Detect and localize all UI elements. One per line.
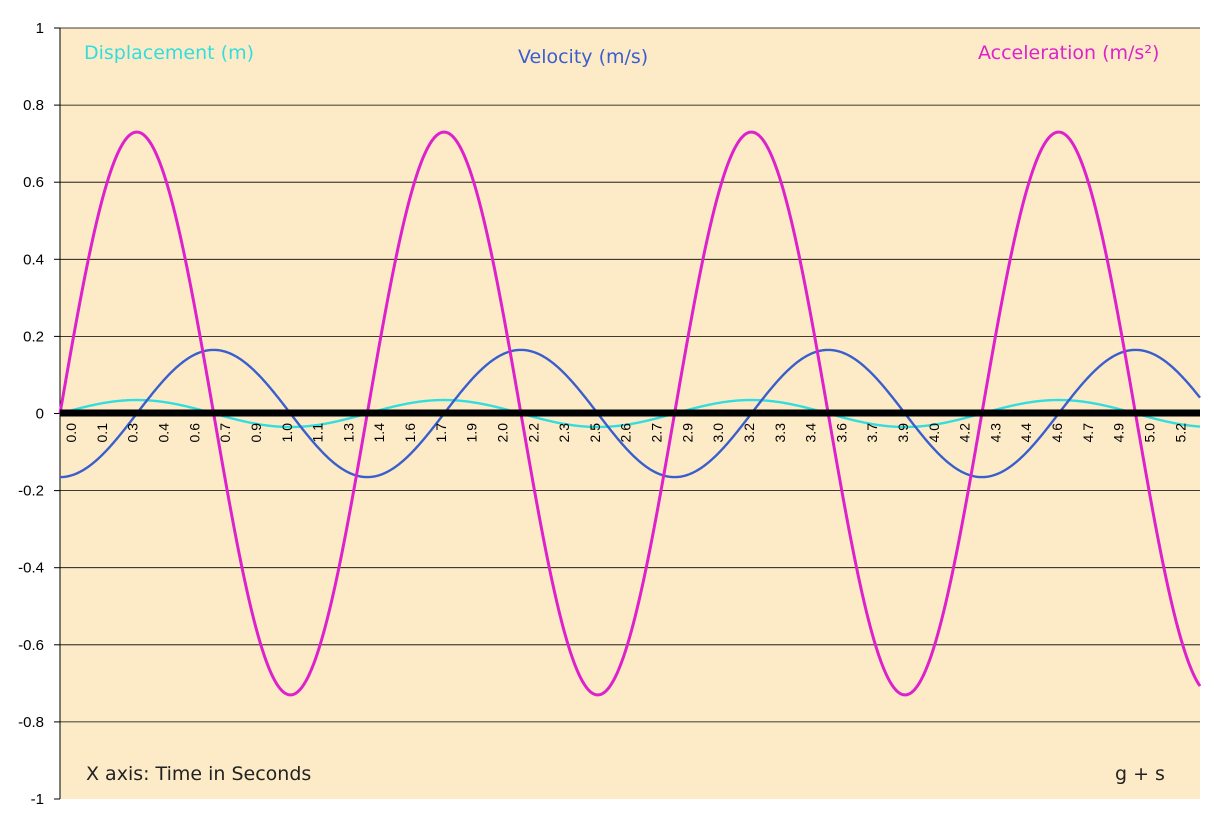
- y-tick-label: 1: [36, 20, 44, 37]
- x-tick-label: 3.0: [710, 423, 726, 443]
- x-tick-label: 1.1: [310, 423, 326, 443]
- x-tick-label: 3.2: [741, 423, 757, 443]
- x-tick-label: 5.2: [1172, 423, 1188, 443]
- x-tick-label: 0.1: [94, 423, 110, 443]
- signature-note: g + s: [1115, 763, 1165, 785]
- x-tick-label: 3.7: [864, 423, 880, 443]
- y-tick-label: 0.2: [23, 328, 44, 345]
- x-tick-label: 4.9: [1111, 423, 1127, 443]
- series-lines: [58, 130, 1202, 697]
- x-tick-label: 1.6: [402, 423, 418, 443]
- y-axis-ticks: 1 0.8 0.6 0.4 0.2 0 -0.2 -0.4 -0.6 -0.8 -1: [18, 20, 60, 808]
- x-tick-label: 4.0: [926, 423, 942, 443]
- x-tick-label: 2.2: [525, 423, 541, 443]
- legend-displacement: Displacement (m): [84, 42, 254, 64]
- x-tick-label: 4.4: [1018, 423, 1034, 443]
- x-tick-label: 1.7: [433, 423, 449, 443]
- x-tick-label: 2.3: [556, 423, 572, 443]
- x-tick-label: 2.7: [649, 423, 665, 443]
- x-tick-label: 1.3: [340, 423, 356, 443]
- x-tick-label: 2.5: [587, 423, 603, 443]
- x-tick-label: 4.3: [987, 423, 1003, 443]
- x-tick-label: 3.9: [895, 423, 911, 443]
- legend-acceleration: Acceleration (m/s²): [978, 42, 1159, 64]
- x-tick-label: 3.4: [803, 423, 819, 443]
- x-tick-label: 2.9: [679, 423, 695, 443]
- x-tick-label: 4.2: [957, 423, 973, 443]
- x-tick-label: 3.3: [772, 423, 788, 443]
- x-tick-label: 5.0: [1141, 423, 1157, 443]
- series-line: [59, 398, 1201, 429]
- y-tick-label: -1: [31, 791, 44, 808]
- x-tick-label: 4.7: [1080, 423, 1096, 443]
- series-line: [58, 130, 1202, 697]
- x-tick-label: 2.0: [494, 423, 510, 443]
- x-tick-label: 4.6: [1049, 423, 1065, 443]
- y-tick-label: -0.4: [18, 560, 44, 577]
- x-tick-label: 0.6: [186, 423, 202, 443]
- y-tick-label: 0.6: [23, 174, 44, 191]
- y-tick-label: 0: [36, 406, 44, 423]
- x-axis-note: X axis: Time in Seconds: [86, 763, 311, 785]
- x-tick-label: 1.9: [464, 423, 480, 443]
- x-tick-label: 0.3: [125, 423, 141, 443]
- y-tick-label: -0.6: [18, 637, 44, 654]
- x-axis-ticks: 0.0 0.1 0.3 0.4 0.6 0.7 0.9 1.0 1.1 1.3 1.4 1.6 1.7 1…: [63, 423, 1188, 443]
- series-line: [59, 348, 1201, 479]
- legend-velocity: Velocity (m/s): [518, 46, 648, 68]
- x-tick-label: 1.0: [279, 423, 295, 443]
- x-tick-label: 0.9: [248, 423, 264, 443]
- y-tick-label: -0.2: [18, 483, 44, 500]
- y-tick-label: -0.8: [18, 714, 44, 731]
- x-tick-label: 0.0: [63, 423, 79, 443]
- x-tick-label: 1.4: [371, 423, 387, 443]
- y-tick-label: 0.8: [23, 97, 44, 114]
- x-tick-label: 0.4: [156, 423, 172, 443]
- y-tick-label: 0.4: [23, 251, 44, 268]
- x-tick-label: 0.7: [217, 423, 233, 443]
- x-tick-label: 3.6: [833, 423, 849, 443]
- x-tick-label: 2.6: [618, 423, 634, 443]
